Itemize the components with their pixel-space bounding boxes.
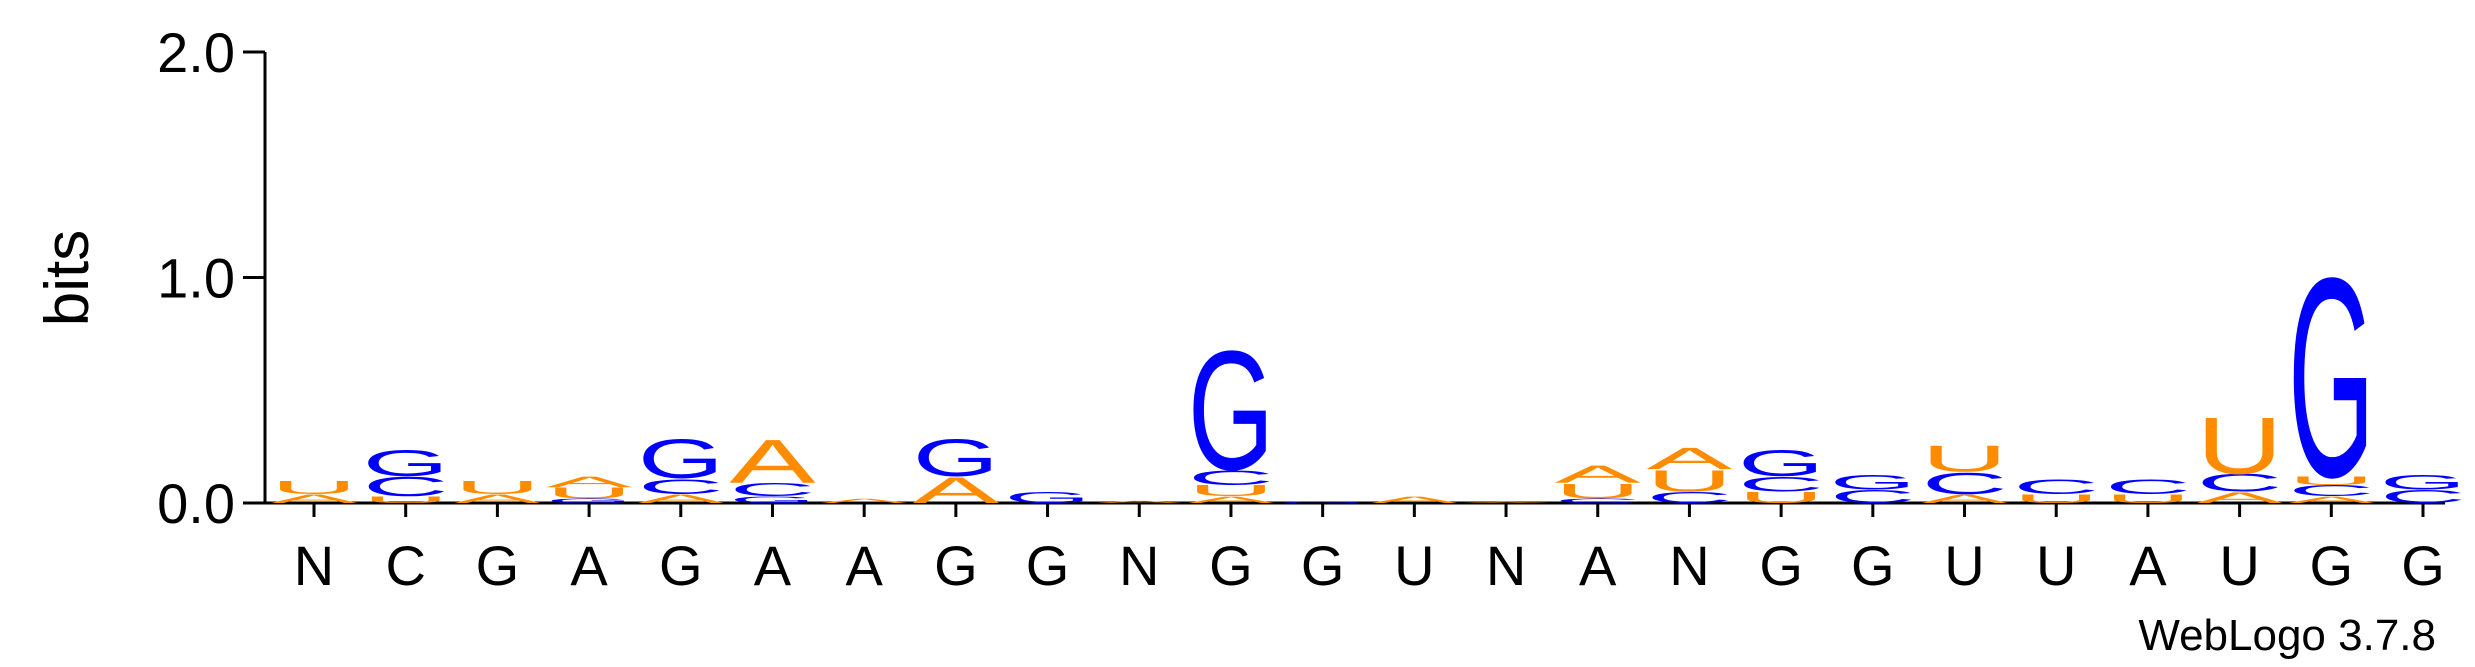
- logo-letter: C: [1921, 466, 2007, 500]
- x-tick-label: U: [2036, 534, 2076, 597]
- logo-letter: A: [729, 427, 816, 496]
- logo-letter: A: [1463, 502, 1549, 504]
- logo-letter: U: [1188, 482, 1274, 499]
- x-tick-label: N: [1119, 534, 1159, 597]
- logo-letter: U: [1921, 438, 2007, 480]
- x-tick-label: G: [1759, 534, 1803, 597]
- logo-letter: G: [1188, 316, 1274, 506]
- logo-letter: C: [2105, 475, 2191, 499]
- logo-letter: G: [2288, 219, 2374, 537]
- logo-letter: U: [2197, 401, 2283, 491]
- logo-letter: C: [1738, 472, 1824, 496]
- logo-letter: U: [454, 477, 540, 498]
- logo-letter: U: [2013, 492, 2099, 506]
- logo-letter: G: [363, 442, 449, 484]
- logo-letter: C: [363, 471, 449, 502]
- logo-letter: U: [2288, 474, 2374, 488]
- logo-letter: C: [1830, 486, 1916, 507]
- logo-letter: A: [821, 497, 907, 504]
- logo-letter: C: [2013, 475, 2099, 499]
- logo-letter: G: [2380, 470, 2466, 494]
- logo-letter: U: [1555, 479, 1641, 503]
- logo-letter: A: [1646, 441, 1733, 476]
- logo-letter: C: [638, 475, 724, 499]
- x-tick-label: U: [1944, 534, 1984, 597]
- logo-letter: C: [1555, 497, 1641, 504]
- logo-letter: C: [1646, 489, 1732, 506]
- logo-letter: A: [2197, 489, 2284, 506]
- logo-letter: A: [1555, 460, 1641, 488]
- y-axis-label: bits: [33, 230, 102, 326]
- x-tick-label: G: [1026, 534, 1070, 597]
- logo-letter: G: [913, 429, 999, 487]
- logo-letter: U: [271, 477, 357, 498]
- x-tick-label: G: [1851, 534, 1895, 597]
- logo-letter: G: [1738, 442, 1824, 484]
- logo-letter: A: [1371, 495, 1457, 505]
- logo-letter: A: [454, 492, 541, 506]
- x-tick-label: G: [1301, 534, 1345, 597]
- x-tick-label: A: [1579, 534, 1617, 597]
- logo-letter: U: [1738, 489, 1824, 506]
- logo-letter: U: [363, 495, 449, 505]
- x-tick-label: A: [845, 534, 883, 597]
- logo-letter: C: [2380, 486, 2466, 507]
- x-tick-label: G: [934, 534, 978, 597]
- logo-letter: A: [2288, 495, 2374, 505]
- logo-letter: A: [1188, 495, 1274, 505]
- x-tick-label: U: [2219, 534, 2259, 597]
- y-tick-label: 2.0: [157, 21, 235, 84]
- x-tick-label: G: [659, 534, 703, 597]
- logo-letter: C: [2197, 470, 2283, 498]
- logo-letter: G: [1004, 489, 1090, 506]
- logo-letter: G: [729, 495, 815, 505]
- logo-letter: A: [638, 492, 725, 506]
- x-tick-label: N: [1669, 534, 1709, 597]
- x-tick-label: U: [1394, 534, 1434, 597]
- x-tick-label: N: [294, 534, 334, 597]
- x-tick-label: N: [1486, 534, 1526, 597]
- logo-letter: C: [2288, 482, 2374, 499]
- logo-letter: A: [1921, 492, 2008, 506]
- logo-letter: C: [1188, 466, 1274, 490]
- x-tick-label: C: [385, 534, 425, 597]
- x-tick-label: A: [754, 534, 792, 597]
- logo-letter: U: [1646, 464, 1732, 498]
- y-tick-label: 0.0: [157, 472, 235, 535]
- x-tick-label: G: [476, 534, 520, 597]
- logo-letter: A: [913, 470, 1000, 511]
- logo-letter: G: [546, 497, 632, 504]
- x-tick-label: G: [2401, 534, 2445, 597]
- y-tick-label: 1.0: [157, 247, 235, 310]
- logo-letter: G: [1280, 502, 1366, 504]
- logo-letter: A: [1096, 500, 1182, 503]
- logo-letter: G: [1830, 470, 1916, 494]
- logo-letter: U: [2105, 492, 2191, 506]
- logo-letter: G: [638, 428, 724, 490]
- logo-letter: A: [271, 492, 358, 506]
- x-tick-label: G: [2310, 534, 2354, 597]
- x-tick-label: A: [570, 534, 608, 597]
- logo-letter: U: [546, 485, 632, 502]
- x-tick-label: G: [1209, 534, 1253, 597]
- x-tick-label: A: [2129, 534, 2167, 597]
- credit: WebLogo 3.7.8: [2138, 611, 2436, 660]
- logo-letter: A: [546, 473, 633, 490]
- logo-letter: C: [729, 480, 815, 501]
